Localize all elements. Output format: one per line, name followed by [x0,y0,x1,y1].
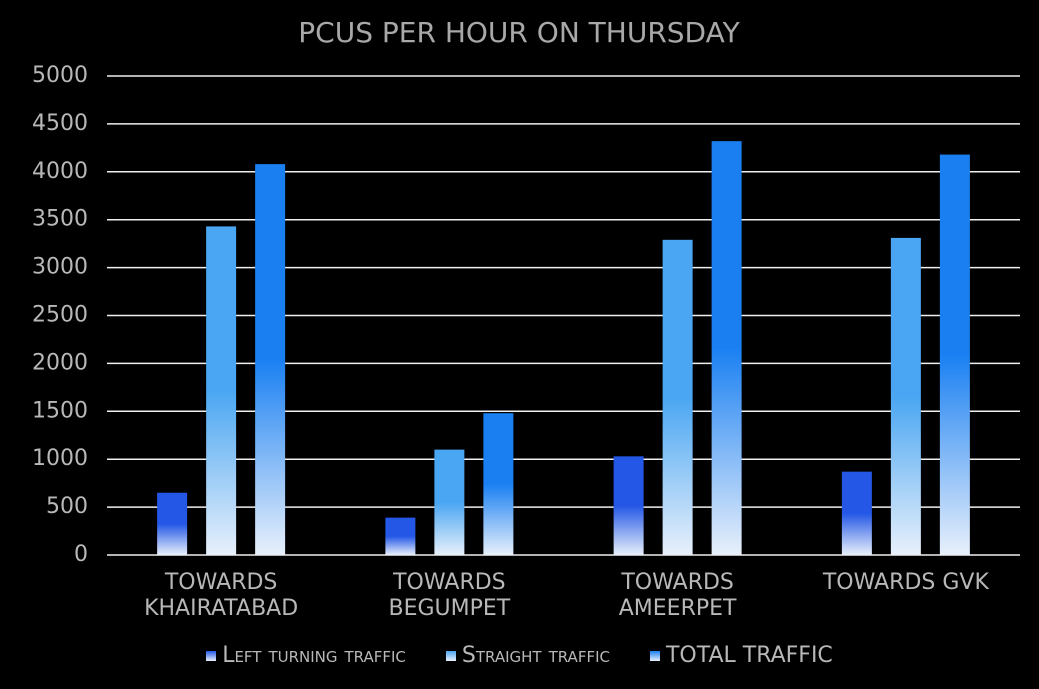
legend-swatch [649,650,660,661]
x-tick-label: TOWARDS KHAIRATABAD [144,570,299,621]
x-tick-label: TOWARDS GVK [822,570,989,595]
bar [939,154,970,555]
y-tick-label: 2500 [32,303,88,328]
y-tick-label: 4000 [32,159,88,184]
bar [711,141,742,556]
bar [483,413,514,555]
bar [890,237,921,556]
legend-swatch [445,650,456,661]
x-tick-label: TOWARDS BEGUMPET [388,570,511,621]
legend-label: Straight traffic [461,643,610,668]
legend-label: Left turning traffic [222,643,406,668]
y-tick-label: 2000 [32,350,88,375]
y-tick-label: 3000 [32,255,88,280]
bar [662,239,693,555]
bar [206,226,237,555]
y-tick-label: 4500 [32,111,88,136]
legend: Left turning traffic Straight traffic TOTA… [0,643,1039,668]
bar [157,492,188,555]
legend-item: Left turning traffic [206,643,406,668]
bar [841,471,872,555]
bar [385,517,416,555]
y-tick-label: 0 [74,542,88,567]
bar [255,164,286,556]
y-tick-label: 3500 [32,207,88,232]
y-tick-label: 500 [46,494,88,519]
y-tick-label: 5000 [32,63,88,88]
y-tick-label: 1500 [32,398,88,423]
legend-swatch [206,650,217,661]
legend-item: Straight traffic [445,643,610,668]
y-tick-label: 1000 [32,446,88,471]
legend-item: TOTAL TRAFFIC [649,643,833,668]
bar [613,456,644,555]
bar [434,449,465,555]
legend-label: TOTAL TRAFFIC [665,643,833,668]
chart-title: PCUS PER HOUR ON THURSDAY [298,16,740,49]
x-tick-label: TOWARDS AMEERPET [618,570,737,621]
